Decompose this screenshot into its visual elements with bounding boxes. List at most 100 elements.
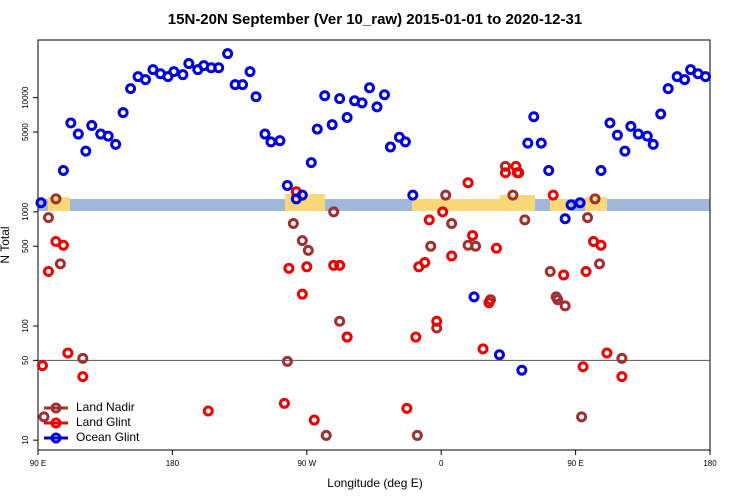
point — [274, 135, 286, 147]
point — [334, 93, 346, 105]
point — [462, 177, 474, 189]
point — [244, 66, 256, 78]
point — [589, 193, 601, 205]
point — [36, 360, 48, 372]
point — [662, 83, 674, 95]
point — [77, 371, 89, 383]
y-tick-label: 10000 — [21, 86, 30, 109]
point — [86, 120, 98, 132]
point — [311, 123, 323, 135]
point — [301, 261, 313, 273]
point — [528, 111, 540, 123]
point — [213, 62, 225, 74]
point — [125, 83, 137, 95]
point — [655, 108, 667, 120]
point — [237, 79, 249, 91]
point — [328, 259, 340, 271]
point — [296, 235, 308, 247]
legend-marker — [50, 417, 62, 429]
ocean-band — [38, 199, 710, 211]
legend-marker — [50, 402, 62, 414]
point — [490, 242, 502, 254]
point — [647, 138, 659, 150]
point — [499, 167, 511, 179]
y-tick-label: 5000 — [21, 123, 30, 141]
point — [54, 258, 66, 270]
y-tick-label: 10 — [21, 435, 30, 444]
x-tick-label: 90 W — [297, 459, 316, 468]
point — [57, 239, 69, 251]
point — [483, 297, 495, 309]
point — [326, 119, 338, 131]
point — [341, 112, 353, 124]
point — [65, 117, 77, 129]
y-tick-label: 1000 — [21, 202, 30, 220]
point — [407, 189, 419, 201]
point — [296, 288, 308, 300]
point — [50, 193, 62, 205]
point — [57, 165, 69, 177]
point — [595, 239, 607, 251]
y-tick-label: 50 — [21, 355, 30, 364]
point — [559, 213, 571, 225]
land-patch — [285, 194, 325, 211]
point — [431, 315, 443, 327]
point — [296, 189, 308, 201]
point — [42, 266, 54, 278]
point — [507, 189, 519, 201]
point — [62, 347, 74, 359]
point — [305, 157, 317, 169]
point — [371, 101, 383, 113]
point — [283, 262, 295, 274]
point — [419, 256, 431, 268]
point — [259, 128, 271, 140]
point — [544, 266, 556, 278]
land-patch — [500, 195, 535, 211]
point — [577, 361, 589, 373]
point — [356, 97, 368, 109]
point — [168, 66, 180, 78]
point — [320, 429, 332, 441]
legend-label: Land Glint — [76, 415, 131, 429]
point — [278, 397, 290, 409]
point — [499, 160, 511, 172]
point — [334, 315, 346, 327]
chart-title: 15N-20N September (Ver 10_raw) 2015-01-0… — [168, 11, 582, 28]
point — [625, 120, 637, 132]
point — [110, 138, 122, 150]
point — [543, 165, 555, 177]
land-patch — [550, 199, 570, 211]
point — [222, 48, 234, 60]
point — [559, 300, 571, 312]
point — [467, 230, 479, 242]
point — [117, 107, 129, 119]
point — [595, 165, 607, 177]
point — [477, 343, 489, 355]
point — [601, 347, 613, 359]
point — [700, 71, 712, 83]
point — [446, 250, 458, 262]
point — [102, 130, 114, 142]
point — [611, 129, 623, 141]
point — [576, 411, 588, 423]
point — [522, 137, 534, 149]
point — [619, 145, 631, 157]
point — [80, 145, 92, 157]
point — [604, 117, 616, 129]
point — [77, 352, 89, 364]
point — [72, 128, 84, 140]
point — [183, 58, 195, 70]
point — [593, 258, 605, 270]
point — [42, 212, 54, 224]
point — [287, 218, 299, 230]
point — [423, 214, 435, 226]
point — [281, 355, 293, 367]
point — [250, 91, 262, 103]
point — [616, 371, 628, 383]
point — [328, 206, 340, 218]
point — [364, 82, 376, 94]
point — [470, 240, 482, 252]
point — [511, 167, 523, 179]
legend-marker — [50, 432, 62, 444]
